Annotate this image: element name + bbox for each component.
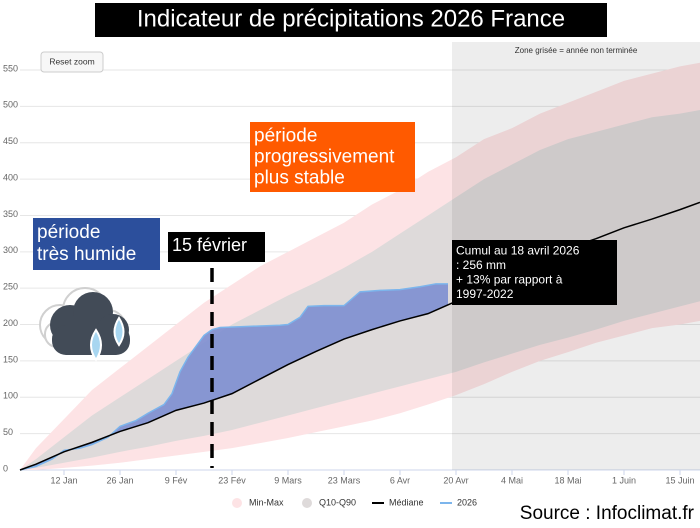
title-box — [95, 3, 607, 37]
legend-label[interactable]: 2026 — [457, 497, 477, 507]
y-tick-label: 150 — [3, 354, 18, 364]
x-tick-label: 18 Mai — [554, 475, 581, 485]
annotation-box — [33, 218, 160, 270]
annotation-text: plus stable — [254, 168, 345, 189]
annotation-text: période — [37, 222, 100, 243]
annotation-box — [168, 232, 265, 262]
line-2026 — [19, 283, 448, 471]
annotation-text: Cumul au 18 avril 2026 — [456, 243, 580, 257]
x-tick-label: 4 Mai — [501, 475, 523, 485]
shade-note: Zone grisée = année non terminée — [515, 46, 638, 55]
annotation-box — [250, 122, 415, 192]
x-tick-label: 9 Mars — [274, 475, 302, 485]
annotation-text: : 256 mm — [456, 258, 506, 272]
x-tick-label: 12 Jan — [50, 475, 77, 485]
legend-symbol[interactable] — [232, 498, 242, 508]
annotation-box — [452, 240, 617, 305]
y-tick-label: 500 — [3, 100, 18, 110]
y-tick-label: 350 — [3, 209, 18, 219]
area-2026 — [20, 283, 448, 470]
chart-title: Indicateur de précipitations 2026 France — [137, 5, 565, 32]
reset-button[interactable]: Reset zoom — [40, 51, 104, 73]
y-tick-label: 550 — [3, 63, 18, 73]
legend-label[interactable]: Q10-Q90 — [319, 497, 356, 507]
source: Source : Infoclimat.fr — [520, 503, 695, 524]
x-tick-label: 1 Juin — [612, 475, 636, 485]
x-tick-label: 26 Jan — [106, 475, 133, 485]
x-tick-label: 15 Juin — [665, 475, 694, 485]
y-tick-label: 200 — [3, 318, 18, 328]
legend-label[interactable]: Min-Max — [249, 497, 284, 507]
cloud-icon — [39, 287, 130, 362]
reset-button-label[interactable]: Reset zoom — [49, 56, 94, 66]
y-tick-label: 100 — [3, 391, 18, 401]
annotation-text: 15 février — [172, 235, 247, 255]
x-tick-label: 23 Fév — [218, 475, 246, 485]
annotation-text: 1997-2022 — [456, 287, 514, 301]
legend: Min-Max Q10-Q90 Médiane 2026 — [232, 497, 477, 508]
x-tick-label: 6 Avr — [390, 475, 410, 485]
x-tick-label: 20 Avr — [443, 475, 468, 485]
annotation-text: période — [254, 126, 317, 147]
annotation-text: progressivement — [254, 147, 395, 168]
legend-symbol[interactable] — [302, 498, 312, 508]
y-tick-label: 450 — [3, 136, 18, 146]
y-tick-label: 0 — [3, 463, 8, 473]
reset-button-box[interactable] — [40, 51, 104, 73]
y-tick-label: 50 — [3, 427, 13, 437]
x-tick-label: 23 Mars — [328, 475, 361, 485]
y-tick-label: 300 — [3, 245, 18, 255]
annotation-text: très humide — [37, 244, 136, 265]
legend-label[interactable]: Médiane — [389, 497, 424, 507]
annotation-text: + 13% par rapport à — [456, 272, 563, 286]
y-tick-label: 400 — [3, 172, 18, 182]
y-tick-label: 250 — [3, 282, 18, 292]
x-tick-label: 9 Fév — [165, 475, 188, 485]
